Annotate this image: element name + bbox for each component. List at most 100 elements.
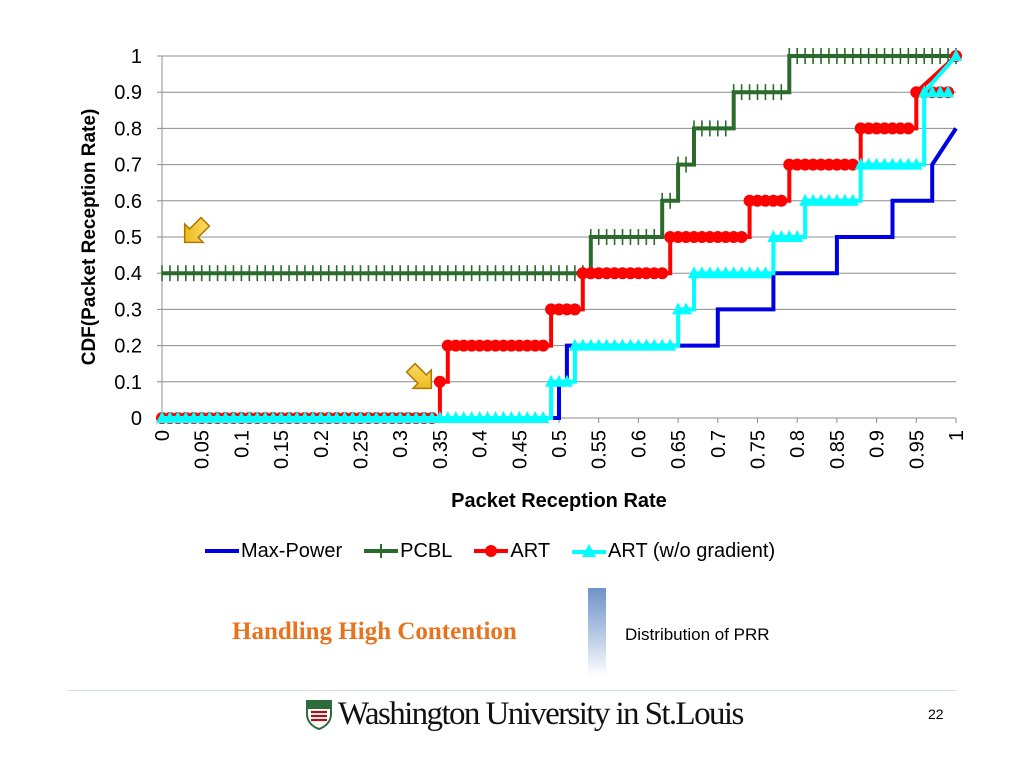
x-tick-label: 0.25 — [351, 430, 373, 469]
data-point — [346, 411, 359, 423]
data-point — [743, 266, 756, 279]
data-point — [457, 411, 470, 423]
data-point — [735, 266, 748, 279]
data-point — [640, 338, 653, 351]
y-tick-label: 0.8 — [114, 118, 142, 140]
data-point — [727, 266, 740, 279]
data-point — [354, 411, 367, 423]
data-point — [187, 411, 200, 423]
legend-swatch-art-wo-gradient — [572, 544, 607, 557]
data-point — [338, 411, 351, 423]
y-tick-label: 0.3 — [114, 299, 142, 321]
x-tick-label: 0.15 — [271, 430, 293, 469]
data-point — [616, 338, 629, 351]
data-point — [608, 338, 621, 351]
data-point — [759, 266, 772, 279]
data-point — [322, 411, 335, 423]
data-point — [672, 302, 685, 315]
data-point — [846, 193, 859, 206]
x-tick-label: 0.55 — [589, 430, 611, 469]
page-number: 22 — [928, 706, 944, 722]
data-point — [807, 193, 820, 206]
data-point — [560, 374, 573, 387]
data-point — [251, 411, 264, 423]
data-point — [521, 411, 534, 423]
data-point — [259, 411, 272, 423]
data-point — [513, 411, 526, 423]
y-tick-label: 0.6 — [114, 191, 142, 213]
data-point — [894, 157, 907, 170]
data-point — [290, 411, 303, 423]
data-point — [592, 338, 605, 351]
data-point — [584, 338, 597, 351]
data-point — [235, 411, 248, 423]
data-point — [433, 411, 446, 423]
data-point — [568, 338, 581, 351]
data-point — [449, 411, 462, 423]
data-point — [537, 339, 550, 352]
divider-bar — [588, 588, 606, 676]
data-point — [394, 411, 407, 423]
x-tick-label: 0.8 — [787, 430, 809, 458]
shield-icon — [306, 699, 332, 730]
data-point — [402, 411, 415, 423]
x-tick-label: 0.75 — [748, 430, 770, 469]
series-pcbl — [161, 48, 957, 282]
x-tick-label: 0.6 — [628, 430, 650, 458]
data-point — [719, 266, 732, 279]
x-tick-label: 0.7 — [708, 430, 730, 458]
data-point — [179, 411, 192, 423]
y-tick-label: 0.7 — [114, 155, 142, 177]
data-point — [418, 411, 431, 423]
data-point — [314, 411, 327, 423]
data-point — [632, 338, 645, 351]
y-tick-label: 0.2 — [114, 336, 142, 358]
series-line — [162, 54, 958, 420]
chart-legend: Max-Power PCBL ART ART (w/o gradient) — [205, 536, 797, 566]
data-point — [910, 157, 923, 170]
x-tick-label: 0.05 — [192, 430, 214, 469]
university-logo: Washington University in St.Louis — [306, 696, 744, 733]
x-tick-label: 0.1 — [231, 430, 253, 458]
legend-swatch-max-power — [205, 549, 239, 553]
data-point — [481, 411, 494, 423]
brand-name: Washington University in St.Louis — [338, 696, 744, 732]
data-point — [775, 194, 788, 207]
data-point — [211, 411, 224, 423]
data-point — [950, 49, 962, 61]
data-point — [576, 338, 589, 351]
x-tick-label: 0.65 — [668, 430, 690, 469]
legend-swatch-art — [474, 545, 509, 557]
data-point — [203, 411, 216, 423]
x-tick-label: 0.95 — [906, 430, 928, 469]
data-point — [386, 411, 399, 423]
data-point — [902, 122, 915, 135]
data-point — [822, 193, 835, 206]
data-point — [410, 411, 423, 423]
data-point — [767, 230, 780, 242]
legend-label: ART — [510, 539, 551, 562]
y-tick-label: 0.5 — [114, 227, 142, 249]
data-point — [370, 411, 383, 423]
arrow-icon — [183, 216, 211, 244]
slide-subtitle: Distribution of PRR — [625, 625, 770, 644]
data-point — [711, 266, 724, 279]
x-tick-label: 0.3 — [390, 430, 412, 458]
data-point — [529, 411, 542, 423]
legend-item-art: ART — [474, 540, 550, 563]
data-point — [489, 411, 502, 423]
data-point — [267, 411, 280, 423]
y-tick-label: 0.1 — [114, 372, 142, 394]
series-art-w-o-gradient — [156, 49, 962, 423]
x-tick-labels: 0 0.05 0.1 0.15 0.2 0.25 0.3 0.35 0.4 0.45 0.5 0.55… — [152, 430, 968, 469]
data-point — [600, 338, 613, 351]
data-point — [505, 411, 518, 423]
data-point — [465, 411, 478, 423]
y-tick-label: 1 — [131, 46, 142, 68]
data-point — [497, 411, 510, 423]
data-point — [568, 303, 581, 316]
data-point — [156, 411, 168, 423]
data-point — [751, 266, 764, 279]
data-point — [219, 411, 232, 423]
data-point — [942, 85, 955, 98]
